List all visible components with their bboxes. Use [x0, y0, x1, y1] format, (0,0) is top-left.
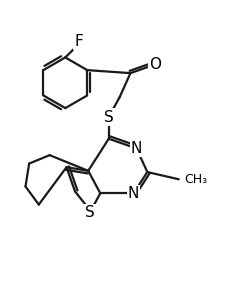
Text: O: O — [149, 57, 161, 72]
Text: S: S — [104, 109, 114, 125]
Text: N: N — [131, 141, 142, 156]
Text: N: N — [128, 186, 139, 201]
Text: CH₃: CH₃ — [185, 173, 208, 186]
Text: S: S — [85, 205, 94, 220]
Text: F: F — [74, 34, 83, 49]
